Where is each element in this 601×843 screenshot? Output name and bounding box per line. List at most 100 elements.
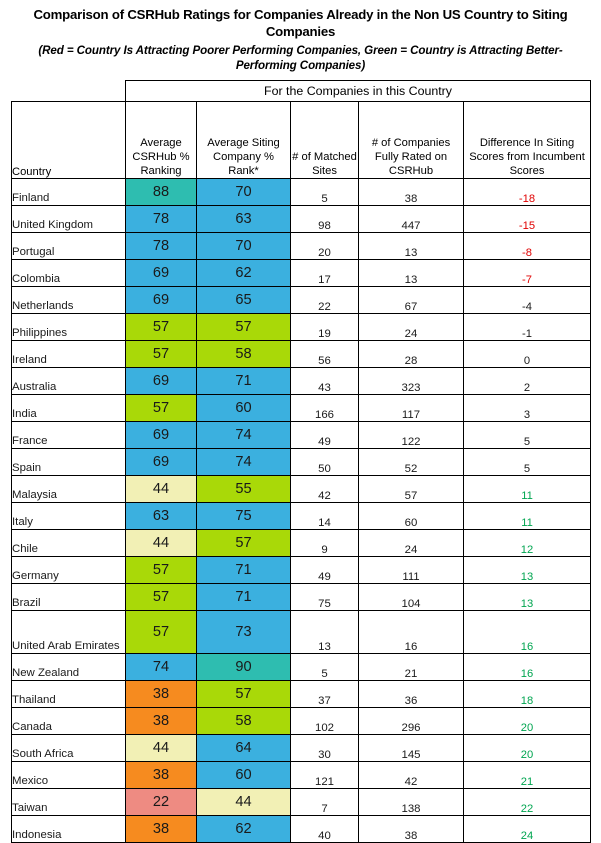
cell-sites: 30 <box>290 734 359 763</box>
cell-siting: 62 <box>196 259 291 288</box>
cell-diff: 21 <box>462 761 592 790</box>
cell-diff: 18 <box>462 680 592 709</box>
table-row: Ireland 57 58 56 28 0 <box>11 340 592 369</box>
cell-siting: 57 <box>196 313 291 342</box>
cell-country: Spain <box>11 448 126 477</box>
table-body: Finland 88 70 5 38 -18 United Kingdom 78 63 98 447… <box>11 178 592 843</box>
cell-rated: 138 <box>358 788 464 817</box>
cell-country: Thailand <box>11 680 126 709</box>
cell-diff: -7 <box>462 259 592 288</box>
cell-csrhub: 38 <box>125 680 197 709</box>
cell-siting: 62 <box>196 815 291 843</box>
column-header-avg-siting: Average Siting Company % Rank* <box>196 101 291 180</box>
table-row: Canada 38 58 102 296 20 <box>11 707 592 736</box>
cell-siting: 74 <box>196 421 291 450</box>
cell-csrhub: 78 <box>125 205 197 234</box>
cell-siting: 58 <box>196 340 291 369</box>
cell-sites: 75 <box>290 583 359 612</box>
cell-sites: 20 <box>290 232 359 261</box>
cell-sites: 50 <box>290 448 359 477</box>
cell-sites: 166 <box>290 394 359 423</box>
cell-rated: 67 <box>358 286 464 315</box>
table-row: Mexico 38 60 121 42 21 <box>11 761 592 790</box>
cell-rated: 57 <box>358 475 464 504</box>
cell-csrhub: 57 <box>125 394 197 423</box>
cell-country: Portugal <box>11 232 126 261</box>
cell-country: Indonesia <box>11 815 126 843</box>
table-row: Brazil 57 71 75 104 13 <box>11 583 592 612</box>
cell-rated: 16 <box>358 610 464 655</box>
table-row: Portugal 78 70 20 13 -8 <box>11 232 592 261</box>
cell-rated: 28 <box>358 340 464 369</box>
cell-rated: 38 <box>358 815 464 843</box>
cell-csrhub: 74 <box>125 653 197 682</box>
cell-sites: 102 <box>290 707 359 736</box>
cell-siting: 44 <box>196 788 291 817</box>
cell-rated: 21 <box>358 653 464 682</box>
table-row: Finland 88 70 5 38 -18 <box>11 178 592 207</box>
table-row: Thailand 38 57 37 36 18 <box>11 680 592 709</box>
cell-sites: 14 <box>290 502 359 531</box>
cell-diff: -15 <box>462 205 592 234</box>
cell-csrhub: 38 <box>125 761 197 790</box>
cell-sites: 13 <box>290 610 359 655</box>
cell-diff: 5 <box>462 421 592 450</box>
cell-siting: 70 <box>196 178 291 207</box>
cell-diff: 0 <box>462 340 592 369</box>
cell-rated: 24 <box>358 313 464 342</box>
cell-csrhub: 44 <box>125 475 197 504</box>
title-block: Comparison of CSRHub Ratings for Compani… <box>0 0 601 77</box>
cell-siting: 57 <box>196 529 291 558</box>
cell-sites: 5 <box>290 178 359 207</box>
column-header-fully-rated: # of Companies Fully Rated on CSRHub <box>358 101 464 180</box>
cell-siting: 74 <box>196 448 291 477</box>
cell-siting: 58 <box>196 707 291 736</box>
cell-diff: 3 <box>462 394 592 423</box>
band-row: For the Companies in this Country <box>11 80 592 103</box>
table-row: Philippines 57 57 19 24 -1 <box>11 313 592 342</box>
table-row: Germany 57 71 49 111 13 <box>11 556 592 585</box>
cell-siting: 65 <box>196 286 291 315</box>
cell-diff: -18 <box>462 178 592 207</box>
cell-sites: 49 <box>290 421 359 450</box>
cell-country: Brazil <box>11 583 126 612</box>
cell-csrhub: 57 <box>125 583 197 612</box>
cell-diff: 13 <box>462 583 592 612</box>
table-row: Australia 69 71 43 323 2 <box>11 367 592 396</box>
cell-rated: 122 <box>358 421 464 450</box>
cell-sites: 22 <box>290 286 359 315</box>
cell-rated: 52 <box>358 448 464 477</box>
cell-siting: 64 <box>196 734 291 763</box>
cell-csrhub: 57 <box>125 313 197 342</box>
cell-country: United Arab Emirates <box>11 610 126 655</box>
cell-siting: 75 <box>196 502 291 531</box>
cell-country: Finland <box>11 178 126 207</box>
cell-csrhub: 69 <box>125 421 197 450</box>
cell-country: Ireland <box>11 340 126 369</box>
cell-rated: 60 <box>358 502 464 531</box>
table-row: Spain 69 74 50 52 5 <box>11 448 592 477</box>
column-header-matched-sites: # of Matched Sites <box>290 101 359 180</box>
cell-country: Taiwan <box>11 788 126 817</box>
cell-sites: 56 <box>290 340 359 369</box>
cell-diff: 16 <box>462 653 592 682</box>
cell-diff: 5 <box>462 448 592 477</box>
cell-country: France <box>11 421 126 450</box>
cell-siting: 60 <box>196 394 291 423</box>
band-spacer <box>11 80 126 102</box>
cell-country: Germany <box>11 556 126 585</box>
cell-diff: -4 <box>462 286 592 315</box>
cell-sites: 37 <box>290 680 359 709</box>
cell-sites: 42 <box>290 475 359 504</box>
table-row: United Arab Emirates 57 73 13 16 16 <box>11 610 592 655</box>
cell-country: New Zealand <box>11 653 126 682</box>
cell-rated: 104 <box>358 583 464 612</box>
cell-csrhub: 44 <box>125 529 197 558</box>
cell-diff: 11 <box>462 475 592 504</box>
cell-sites: 9 <box>290 529 359 558</box>
cell-rated: 145 <box>358 734 464 763</box>
cell-diff: 13 <box>462 556 592 585</box>
cell-country: Colombia <box>11 259 126 288</box>
cell-rated: 42 <box>358 761 464 790</box>
cell-csrhub: 69 <box>125 367 197 396</box>
